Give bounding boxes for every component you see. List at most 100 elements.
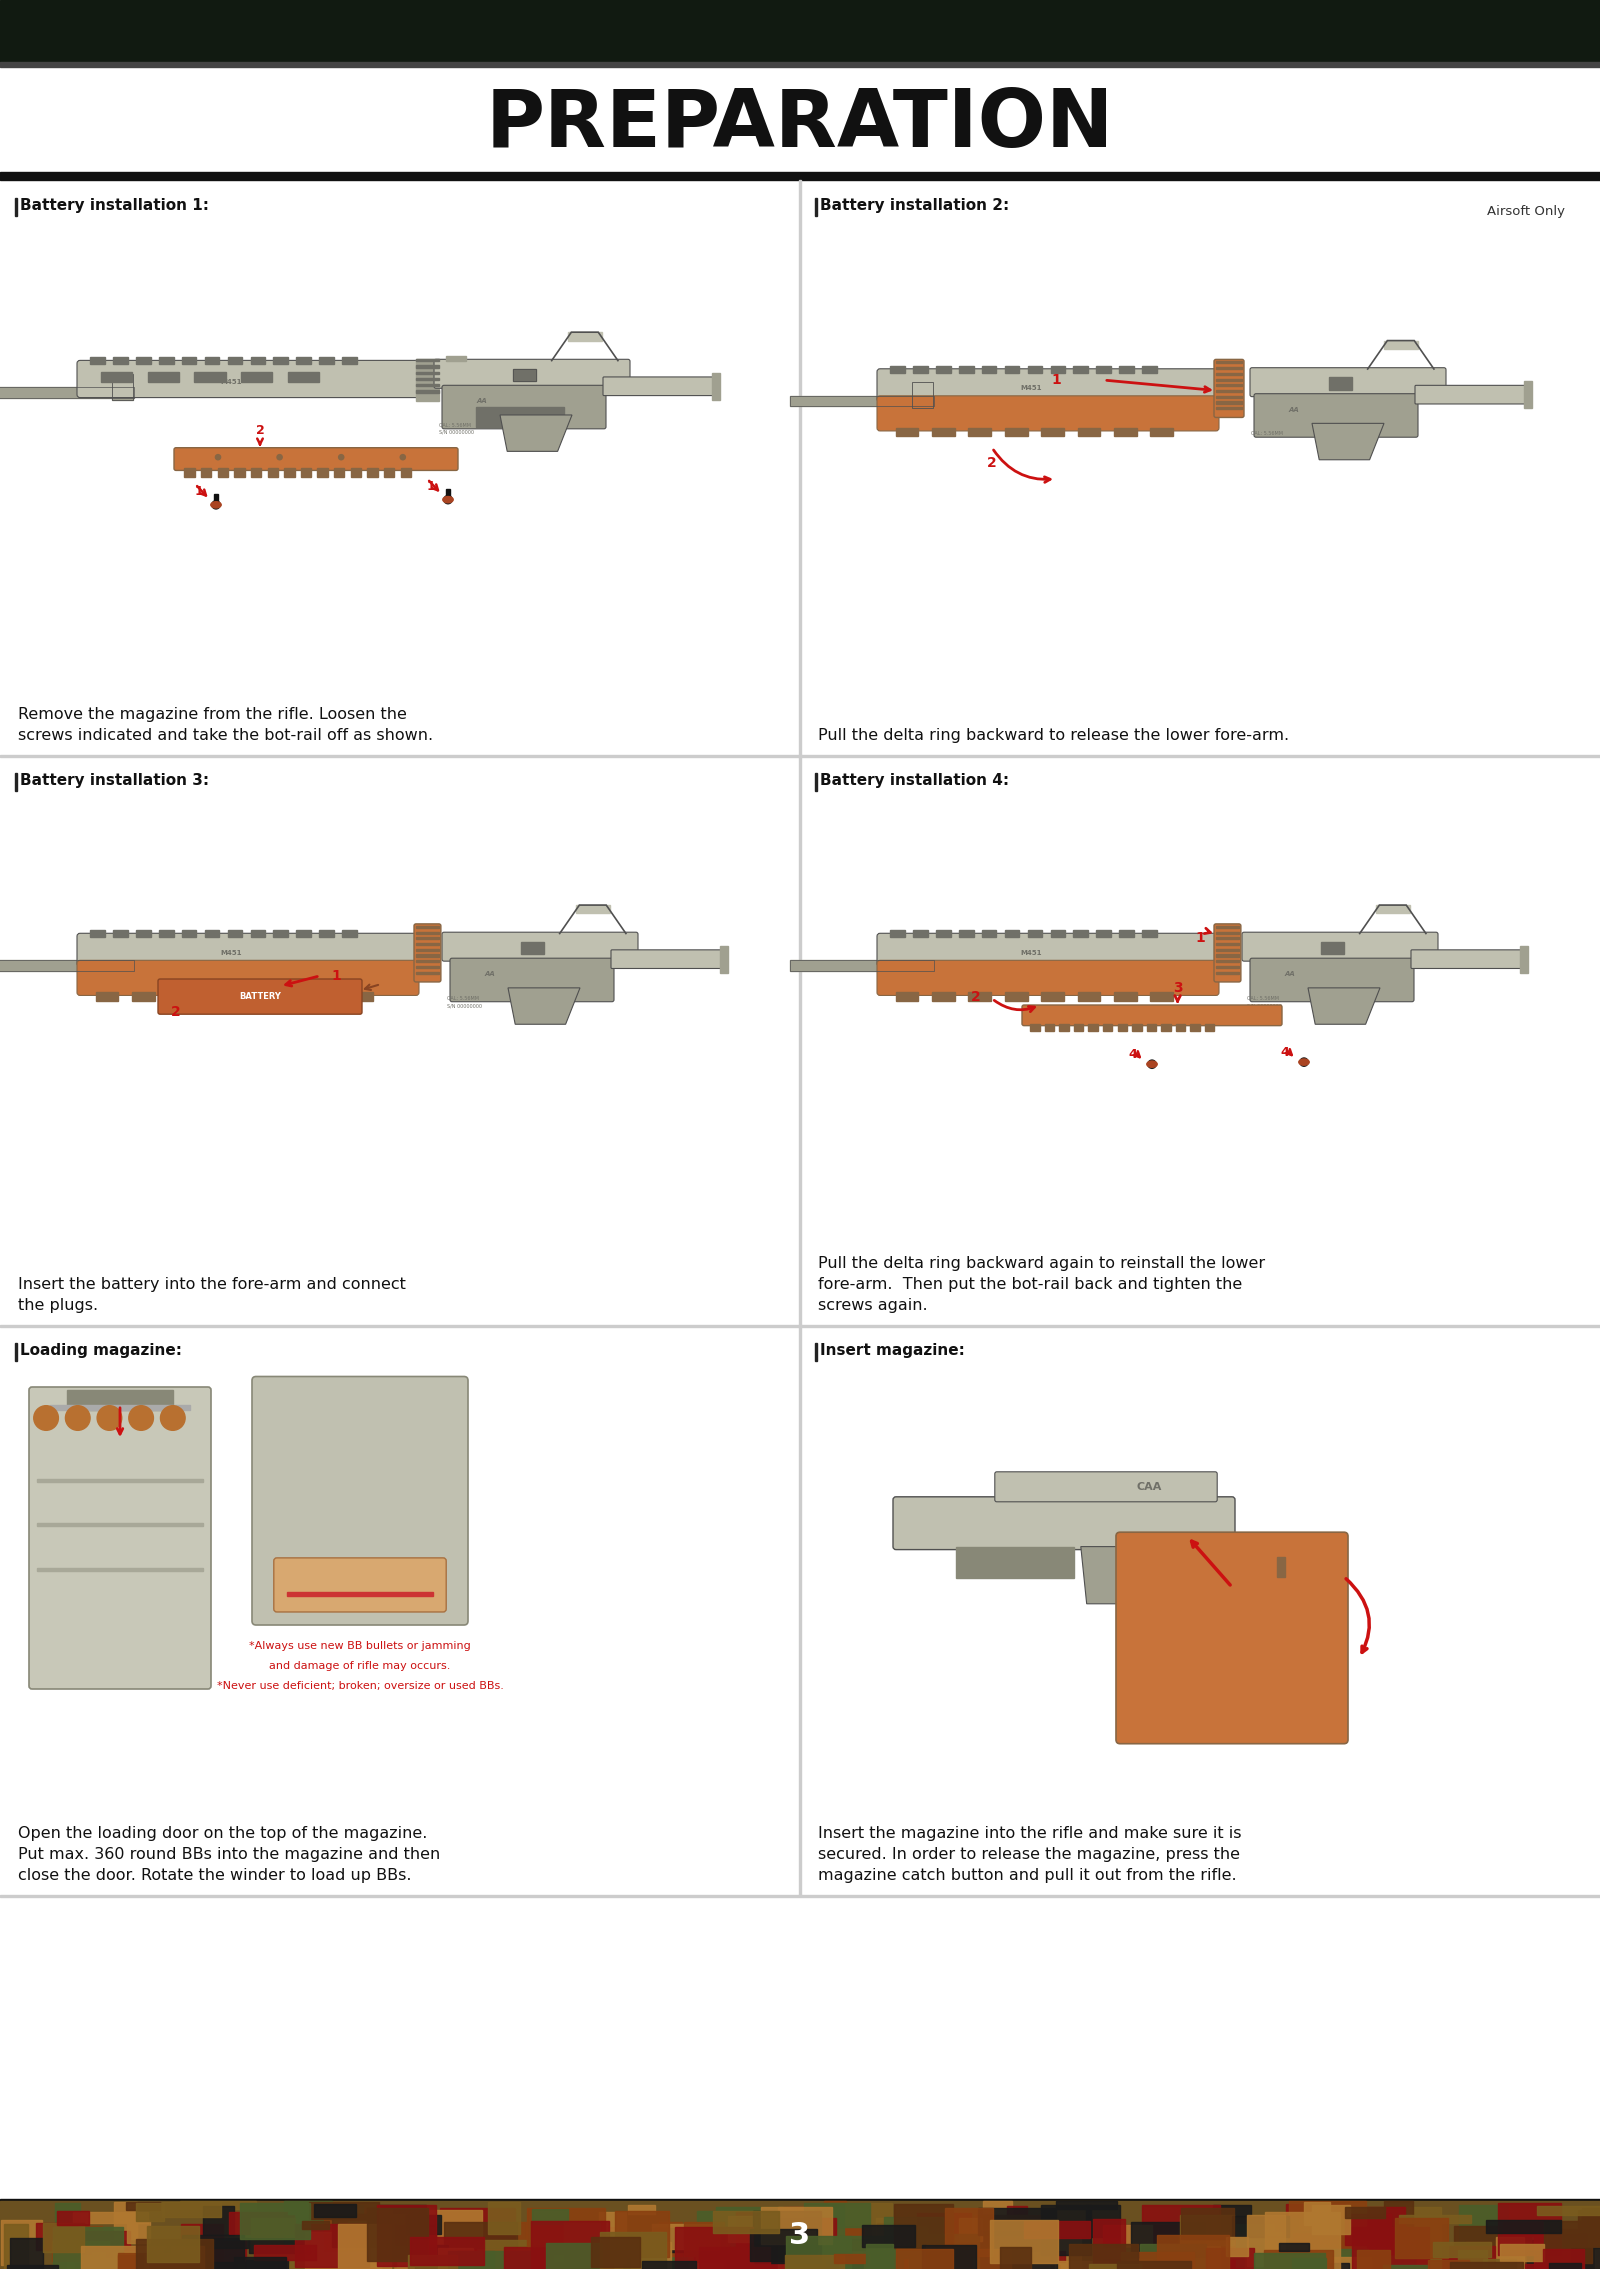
Bar [1142, 365, 1157, 372]
Bar [690, 2262, 722, 2269]
Bar [378, 2205, 435, 2267]
Bar [838, 2235, 902, 2269]
Bar [410, 2237, 483, 2264]
Bar [1203, 2253, 1261, 2269]
Bar [726, 2237, 771, 2269]
Bar [699, 2246, 770, 2269]
Bar [1266, 2212, 1341, 2269]
Bar [189, 2258, 237, 2269]
FancyBboxPatch shape [77, 361, 419, 397]
Bar [574, 2264, 634, 2269]
Bar [1114, 992, 1138, 1001]
Bar [1102, 2226, 1178, 2267]
Bar [227, 930, 242, 937]
Bar [890, 365, 906, 372]
Bar [877, 2219, 930, 2251]
Bar [526, 2208, 605, 2246]
Bar [0, 388, 134, 397]
Ellipse shape [66, 1407, 90, 1429]
Bar [925, 2258, 955, 2269]
Bar [114, 930, 128, 937]
Bar [43, 2224, 83, 2253]
Text: CAL: 5.56MM: CAL: 5.56MM [1251, 431, 1283, 436]
Text: *Never use deficient; broken; oversize or used BBs.: *Never use deficient; broken; oversize o… [216, 1681, 504, 1690]
Text: Pull the delta ring backward again to reinstall the lower
fore-arm.  Then put th: Pull the delta ring backward again to re… [818, 1257, 1266, 1314]
Bar [96, 992, 118, 1001]
Bar [1226, 2237, 1248, 2255]
Text: Open the loading door on the top of the magazine.
Put max. 360 round BBs into th: Open the loading door on the top of the … [18, 1827, 440, 1883]
Bar [414, 2244, 448, 2269]
Bar [1102, 1023, 1112, 1030]
Bar [1582, 2208, 1600, 2246]
Bar [1466, 2240, 1538, 2269]
Bar [1454, 2226, 1531, 2255]
Bar [653, 2228, 690, 2253]
Bar [1328, 377, 1352, 390]
Bar [1544, 2221, 1592, 2262]
Bar [1328, 2262, 1349, 2269]
Bar [390, 2217, 421, 2269]
Bar [696, 2230, 730, 2262]
Bar [234, 467, 245, 476]
Bar [590, 2237, 640, 2267]
Bar [205, 930, 219, 937]
Text: M451: M451 [1021, 948, 1042, 955]
FancyBboxPatch shape [995, 1473, 1218, 1502]
Bar [864, 2249, 907, 2269]
Bar [1117, 2260, 1190, 2269]
Text: Insert the battery into the fore-arm and connect
the plugs.: Insert the battery into the fore-arm and… [18, 1277, 406, 1314]
Polygon shape [501, 415, 573, 452]
Bar [483, 2221, 526, 2269]
Bar [1147, 1023, 1157, 1030]
Bar [1520, 946, 1528, 973]
Text: Battery installation 2:: Battery installation 2: [819, 197, 1010, 213]
Bar [1122, 2226, 1152, 2262]
FancyBboxPatch shape [1117, 1532, 1347, 1743]
Bar [758, 2219, 835, 2235]
Text: Battery installation 1:: Battery installation 1: [19, 197, 210, 213]
Bar [1027, 365, 1042, 372]
FancyBboxPatch shape [1411, 951, 1525, 969]
Bar [358, 2242, 426, 2258]
Bar [1312, 2205, 1350, 2235]
Bar [101, 372, 131, 381]
Bar [928, 2230, 976, 2269]
Bar [1170, 2210, 1218, 2249]
Bar [862, 2226, 915, 2246]
Bar [720, 946, 728, 973]
Bar [384, 467, 394, 476]
Text: Airsoft Only: Airsoft Only [1486, 204, 1565, 218]
Bar [1162, 1023, 1171, 1030]
Bar [990, 2219, 1058, 2262]
Bar [685, 2221, 723, 2255]
Bar [1086, 2205, 1120, 2237]
Bar [458, 2251, 533, 2269]
Bar [1056, 2201, 1117, 2210]
Bar [1117, 1023, 1126, 1030]
Bar [531, 2210, 568, 2224]
Bar [1187, 2226, 1226, 2269]
Bar [1525, 2264, 1582, 2269]
Bar [98, 2258, 166, 2269]
Bar [333, 2215, 406, 2246]
Bar [1578, 2210, 1600, 2269]
Bar [136, 2203, 165, 2221]
Bar [0, 0, 1600, 61]
Bar [968, 429, 992, 436]
Bar [296, 930, 310, 937]
Bar [250, 2237, 310, 2253]
Bar [1005, 365, 1019, 372]
Bar [909, 2235, 979, 2269]
Text: 3: 3 [789, 2221, 811, 2251]
Bar [1090, 2264, 1141, 2269]
Bar [1278, 2244, 1309, 2251]
Bar [1000, 2246, 1030, 2269]
Bar [522, 942, 544, 955]
Text: 4: 4 [1282, 1046, 1290, 1060]
Bar [400, 467, 411, 476]
FancyBboxPatch shape [1414, 386, 1530, 404]
Bar [787, 2253, 850, 2269]
Bar [1571, 2249, 1600, 2269]
Bar [1005, 429, 1027, 436]
Bar [1088, 1023, 1098, 1030]
